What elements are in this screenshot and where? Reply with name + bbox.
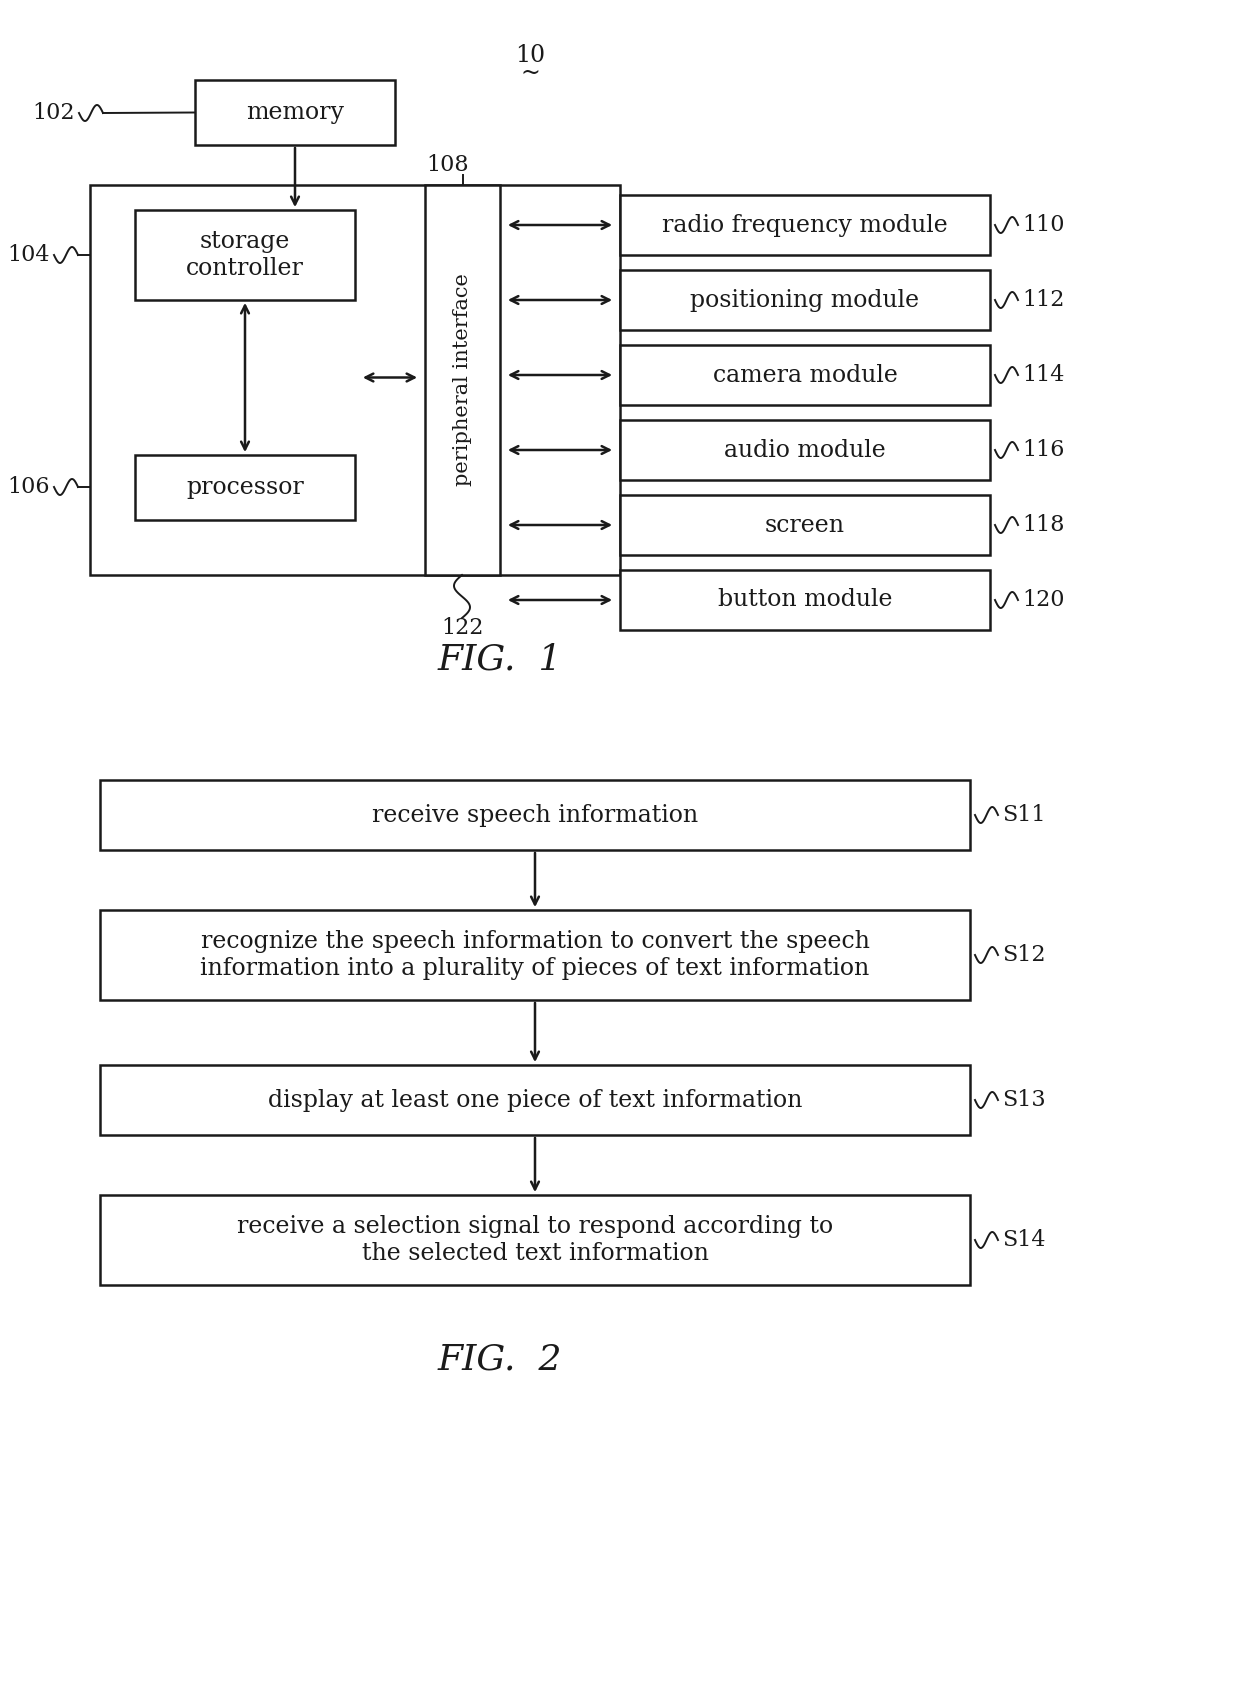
- Text: 118: 118: [1022, 515, 1064, 536]
- Text: camera module: camera module: [713, 363, 898, 386]
- Text: 110: 110: [1022, 214, 1064, 236]
- Bar: [195, 79, 396, 145]
- Text: memory: memory: [246, 101, 343, 125]
- Text: button module: button module: [718, 589, 893, 611]
- Text: FIG.  2: FIG. 2: [438, 1343, 562, 1377]
- Text: 10: 10: [515, 44, 546, 66]
- Text: 120: 120: [1022, 589, 1064, 611]
- Text: receive speech information: receive speech information: [372, 803, 698, 827]
- Text: 112: 112: [1022, 288, 1064, 310]
- Bar: [425, 186, 500, 575]
- Bar: [135, 209, 355, 300]
- Bar: [100, 779, 970, 850]
- Text: radio frequency module: radio frequency module: [662, 214, 947, 236]
- Text: 114: 114: [1022, 364, 1064, 386]
- Text: S12: S12: [1002, 945, 1045, 967]
- Text: S13: S13: [1002, 1090, 1045, 1112]
- Bar: [620, 196, 990, 255]
- Text: ~: ~: [520, 61, 539, 84]
- Bar: [135, 455, 355, 520]
- Text: screen: screen: [765, 513, 844, 536]
- Text: S14: S14: [1002, 1230, 1045, 1252]
- Text: audio module: audio module: [724, 439, 885, 462]
- Bar: [100, 1194, 970, 1285]
- Text: 106: 106: [7, 476, 50, 498]
- Text: receive a selection signal to respond according to
the selected text information: receive a selection signal to respond ac…: [237, 1215, 833, 1265]
- Text: 116: 116: [1022, 439, 1064, 461]
- Bar: [620, 420, 990, 481]
- Text: processor: processor: [186, 476, 304, 499]
- Text: 104: 104: [7, 245, 50, 267]
- Text: storage
controller: storage controller: [186, 229, 304, 280]
- Bar: [620, 270, 990, 331]
- Text: peripheral interface: peripheral interface: [453, 273, 472, 486]
- Bar: [91, 186, 620, 575]
- Text: positioning module: positioning module: [691, 288, 920, 312]
- Text: 122: 122: [440, 617, 484, 639]
- Bar: [620, 494, 990, 555]
- Text: 102: 102: [32, 101, 74, 125]
- Text: recognize the speech information to convert the speech
information into a plural: recognize the speech information to conv…: [201, 930, 869, 980]
- Text: display at least one piece of text information: display at least one piece of text infor…: [268, 1088, 802, 1112]
- Text: S11: S11: [1002, 805, 1045, 827]
- Bar: [100, 1064, 970, 1135]
- Bar: [620, 570, 990, 629]
- Text: 108: 108: [427, 154, 469, 175]
- Bar: [620, 346, 990, 405]
- Bar: [100, 909, 970, 1000]
- Text: FIG.  1: FIG. 1: [438, 643, 562, 676]
